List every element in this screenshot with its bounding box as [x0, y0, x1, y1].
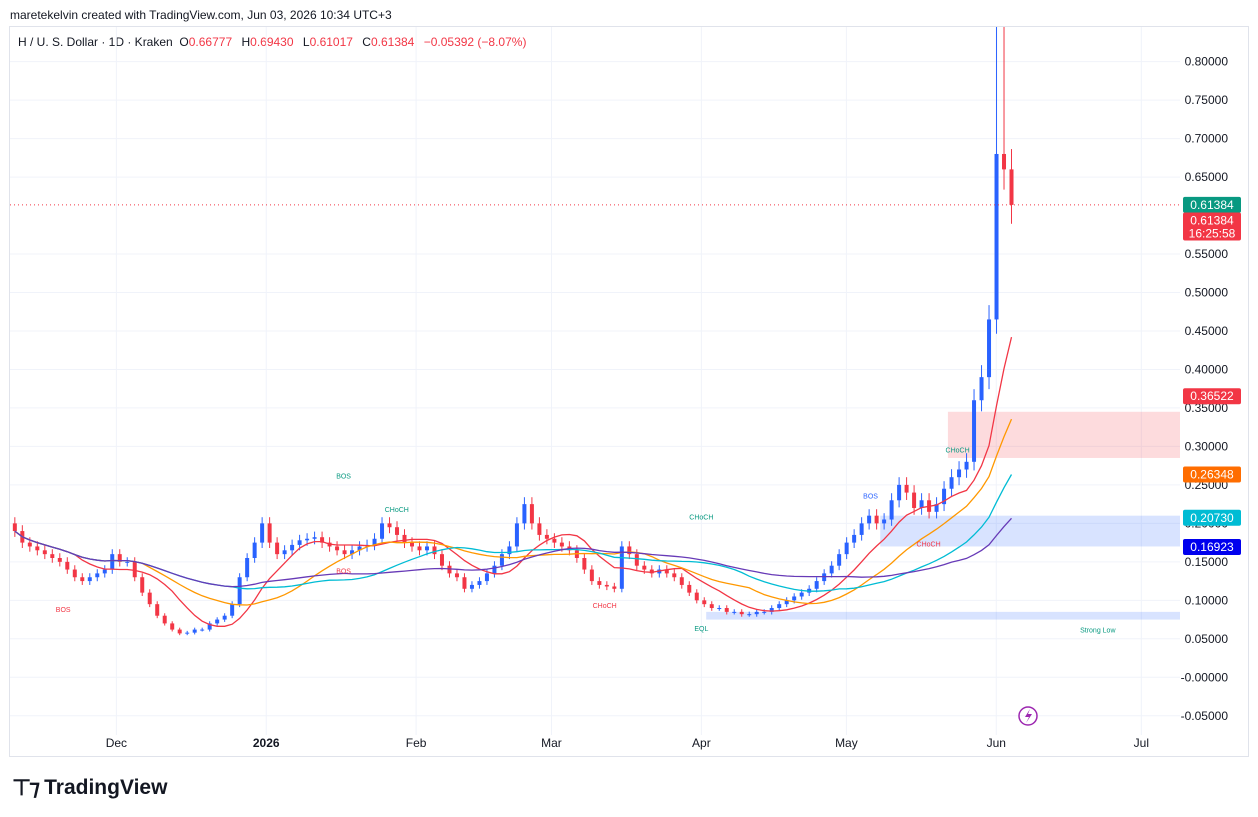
change-value: −0.05392 (−8.07%)	[423, 35, 527, 49]
brand-name: TradingView	[44, 776, 168, 799]
tv-logo-icon: ⊤⁊	[12, 775, 40, 800]
high-value: 0.69430	[250, 35, 294, 49]
symbol-legend: H / U. S. Dollar · 1D · Kraken O0.66777 …	[18, 35, 527, 49]
open-value: 0.66777	[188, 35, 233, 49]
close-value: 0.61384	[370, 35, 415, 49]
chart-frame	[9, 26, 1249, 757]
symbol-name: H / U. S. Dollar · 1D · Kraken	[18, 35, 173, 49]
tradingview-logo[interactable]: ⊤⁊ TradingView	[12, 775, 167, 801]
low-value: 0.61017	[309, 35, 353, 49]
attribution: maretekelvin created with TradingView.co…	[10, 8, 392, 22]
